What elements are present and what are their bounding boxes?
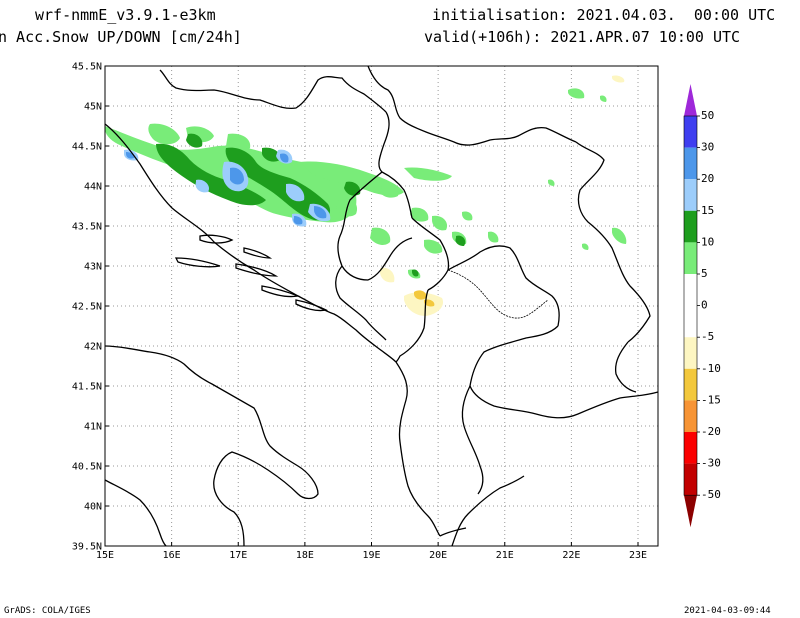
lat-tick-label: 42.5N: [72, 302, 102, 313]
lon-tick-label: 22E: [562, 550, 580, 561]
footer-timestamp: 2021-04-03-09:44: [684, 606, 771, 616]
colorbar-label: 15: [701, 204, 714, 217]
lon-tick-label: 21E: [496, 550, 514, 561]
colorbar-label: -20: [701, 425, 721, 438]
longitude-labels: 15E 16E 17E 18E 19E 20E 21E 22E 23E: [96, 542, 647, 561]
colorbar-segment: [684, 432, 697, 464]
lon-tick-label: 18E: [296, 550, 314, 561]
lon-tick-label: 17E: [229, 550, 247, 561]
colorbar-bottom-arrow: [684, 495, 697, 528]
latitude-labels: 45.5N 45N 44.5N 44N 43.5N 43N 42.5N 42N 41.5N 41N…: [72, 62, 109, 553]
lon-tick-label: 20E: [429, 550, 447, 561]
map-plot-area: [104, 65, 659, 547]
colorbar-label: -10: [701, 362, 721, 375]
colorbar-label: 10: [701, 235, 714, 248]
lon-tick-label: 23E: [629, 550, 647, 561]
lat-tick-label: 40N: [84, 502, 102, 513]
colorbar-label: 20: [701, 172, 714, 185]
internal-borders: [447, 269, 549, 319]
colorbar-label: -30: [701, 457, 721, 470]
colorbar-top-arrow: [684, 84, 697, 116]
lat-tick-label: 45N: [84, 102, 102, 113]
lat-tick-label: 43N: [84, 262, 102, 273]
snow-melt-light-yellow-areas: [380, 75, 625, 316]
colorbar-segment: [684, 179, 697, 211]
initialisation-time: initialisation: 2021.04.03. 00:00 UTC: [432, 6, 776, 24]
lon-tick-label: 16E: [163, 550, 181, 561]
lon-tick-label: 19E: [362, 550, 380, 561]
lat-tick-label: 39.5N: [72, 542, 102, 553]
colorbar-label: 0: [701, 299, 708, 312]
model-title: wrf-nmmE_v3.9.1-e3km: [35, 6, 216, 24]
colorbar-segment: [684, 242, 697, 274]
colorbar-segment: [684, 210, 697, 243]
snow-melt-yellow-areas: [414, 290, 435, 307]
colorbar-segment: [684, 337, 697, 369]
footer-credit: GrADS: COLA/IGES: [4, 606, 91, 616]
lon-tick-label: 15E: [96, 550, 114, 561]
lat-tick-label: 45.5N: [72, 62, 102, 73]
valid-time: valid(+106h): 2021.APR.07 10:00 UTC: [424, 28, 741, 46]
colorbar-label: -15: [701, 393, 721, 406]
snow-blue-areas: [126, 152, 327, 225]
lat-tick-label: 42N: [84, 342, 102, 353]
colorbar-segment: [684, 147, 697, 180]
lat-tick-label: 40.5N: [72, 462, 102, 473]
coastlines-and-borders: [104, 65, 659, 547]
colorbar-segment: [684, 400, 697, 432]
colorbar-segment: [684, 305, 697, 338]
lat-tick-label: 43.5N: [72, 222, 102, 233]
lat-tick-label: 44.5N: [72, 142, 102, 153]
colorbar-label: -5: [701, 330, 714, 343]
lat-tick-label: 41.5N: [72, 382, 102, 393]
lat-tick-label: 41N: [84, 422, 102, 433]
colorbar-segment: [684, 274, 697, 306]
colorbar-label: 5: [701, 267, 708, 280]
colorbar-segment: [684, 463, 697, 496]
colorbar-segment: [684, 368, 697, 401]
colorbar-label: -50: [701, 488, 721, 501]
colorbar-segment: [684, 116, 697, 148]
colorbar-label: 50: [701, 109, 714, 122]
colorbar-label: 30: [701, 141, 714, 154]
lat-tick-label: 44N: [84, 182, 102, 193]
field-title: n Acc.Snow UP/DOWN [cm/24h]: [0, 28, 242, 46]
